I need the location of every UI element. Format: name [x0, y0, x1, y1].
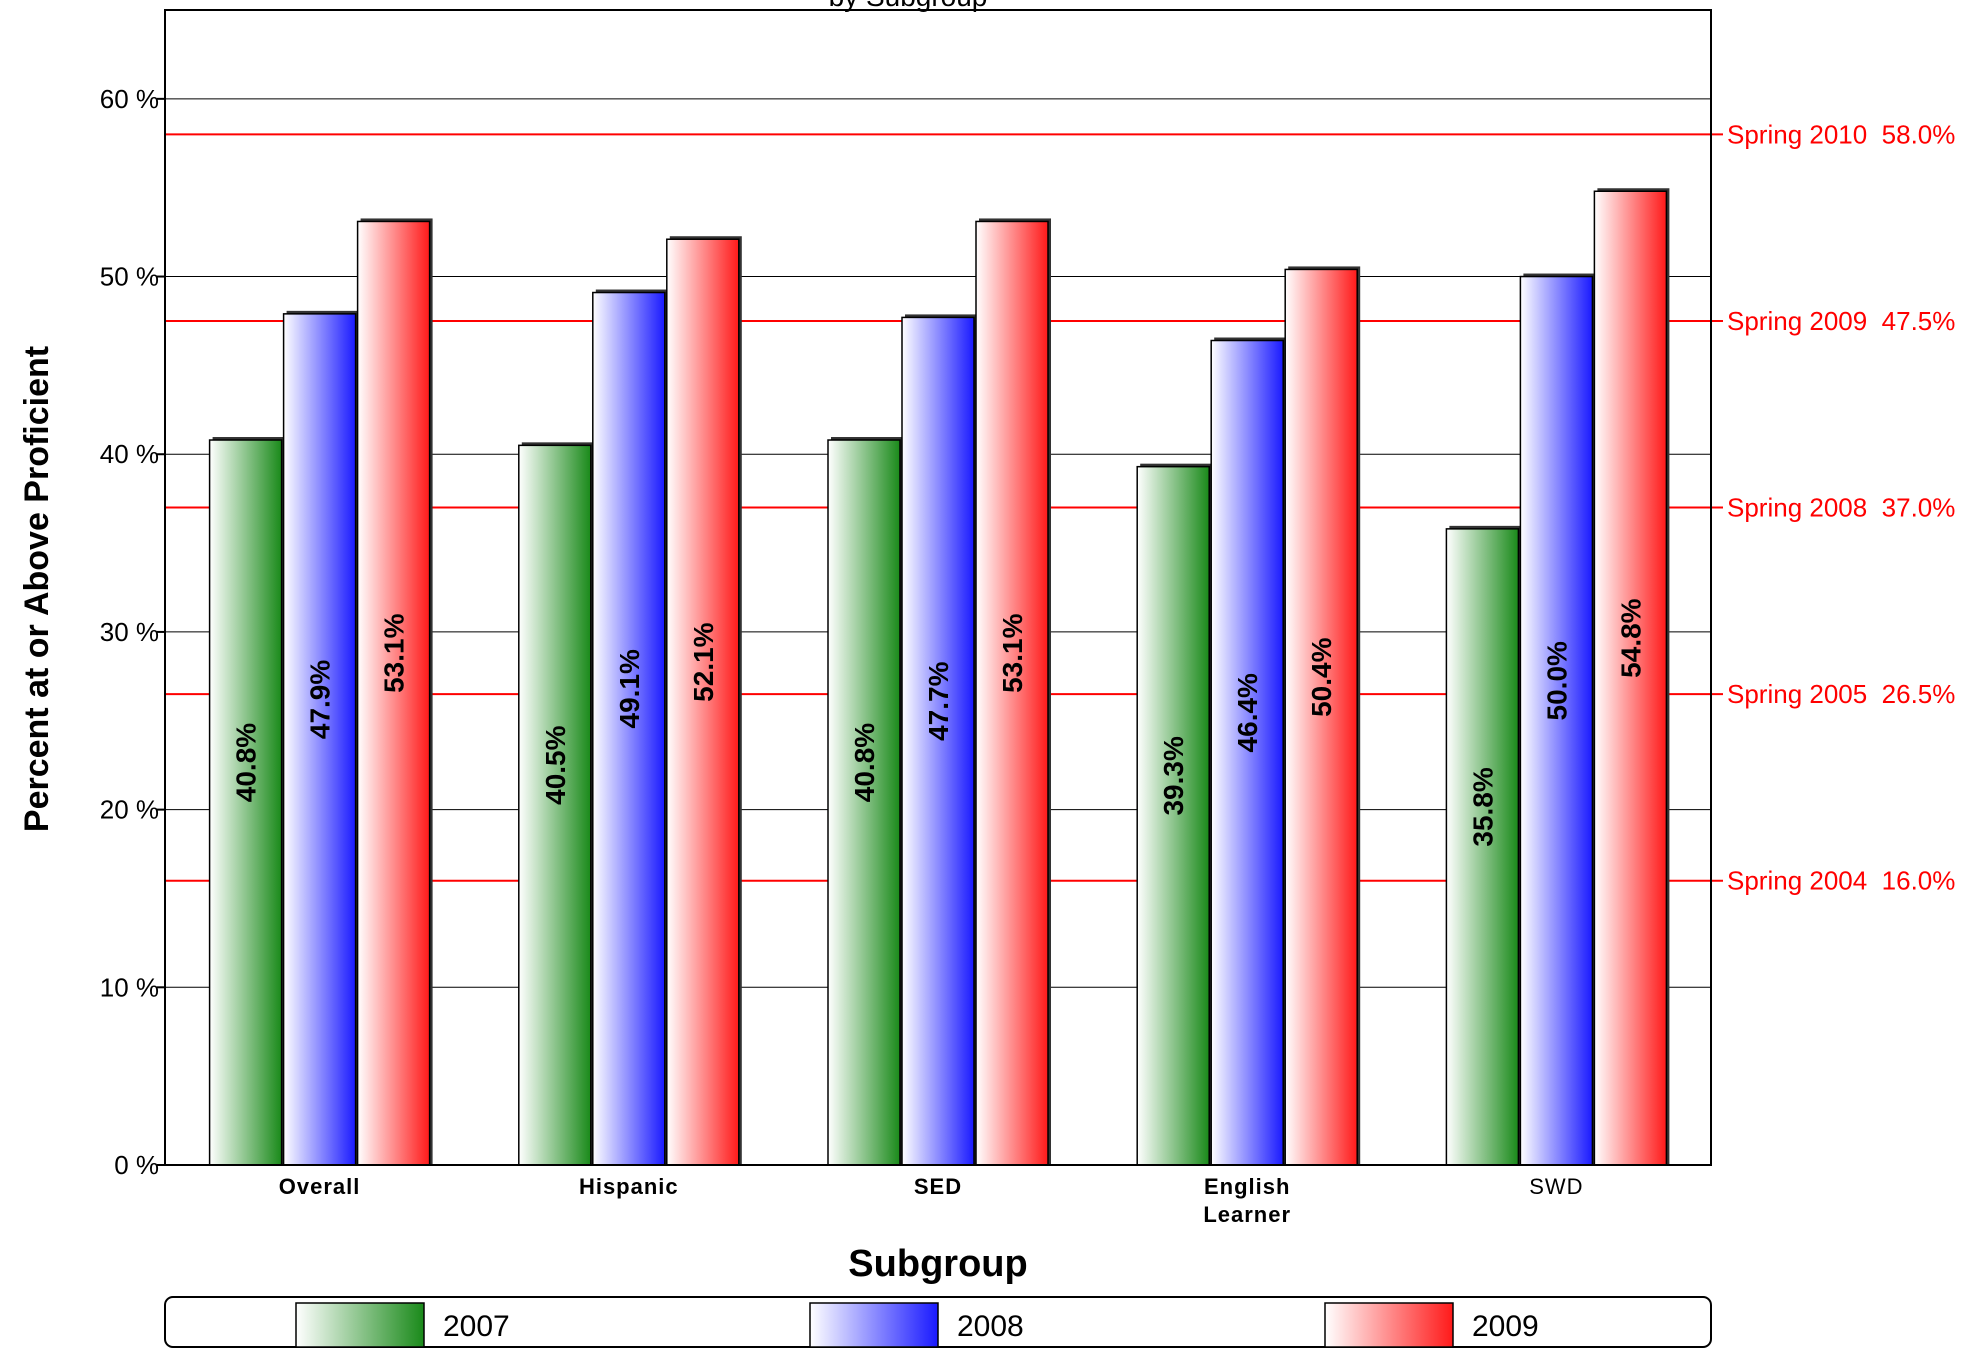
y-tick-label: 20 % — [100, 795, 159, 825]
bar-value-label: 53.1% — [997, 613, 1028, 692]
bar-2009 — [975, 220, 1049, 1166]
x-tick-label: SWD — [1529, 1174, 1583, 1199]
x-axis-title: Subgroup — [848, 1243, 1027, 1285]
bar-value-label: 46.4% — [1232, 673, 1263, 752]
legend-label: 2009 — [1472, 1310, 1539, 1343]
reference-line-label: Spring 2010 58.0% — [1727, 119, 1955, 149]
bar-value-label: 40.8% — [231, 723, 262, 802]
legend-swatch-2008 — [809, 1302, 939, 1348]
y-tick-label: 60 % — [100, 84, 159, 114]
x-tick-label: Overall — [279, 1174, 361, 1199]
bar-value-label: 50.0% — [1541, 641, 1572, 720]
bar-2009 — [1284, 268, 1358, 1166]
bar-2007 — [518, 444, 592, 1166]
y-tick-label: 10 % — [100, 972, 159, 1002]
bar-value-label: 40.5% — [540, 725, 571, 804]
x-axis-ticks: Overall Hispanic SED English Learner SWD — [279, 1174, 1583, 1227]
x-tick-label: Hispanic — [579, 1174, 679, 1199]
legend-items: 2007 2008 2009 — [295, 1302, 1539, 1348]
bar-2007 — [827, 439, 901, 1166]
x-tick-label: SED — [914, 1174, 962, 1199]
y-tick-label: 30 % — [100, 617, 159, 647]
y-tick-label: 0 % — [114, 1150, 159, 1180]
bar-2009 — [1593, 190, 1668, 1166]
bar-value-label: 54.8% — [1615, 598, 1646, 677]
y-axis-ticks: 0 % 10 % 20 % 30 % 40 % 50 % 60 % — [100, 84, 165, 1180]
bar-value-label: 47.9% — [305, 660, 336, 739]
bar-2009 — [356, 220, 431, 1166]
reference-line-label: Spring 2009 47.5% — [1727, 306, 1955, 336]
legend: 2007 2008 2009 — [164, 1296, 1712, 1348]
bar-2008 — [1519, 275, 1594, 1166]
y-axis-title: Percent at or Above Proficient — [18, 346, 56, 832]
bar-value-label: 35.8% — [1467, 767, 1498, 846]
bar-value-label: 49.1% — [614, 649, 645, 728]
bar-value-label: 40.8% — [849, 723, 880, 802]
bar-value-label: 52.1% — [688, 622, 719, 701]
reference-line-label: Spring 2008 37.0% — [1727, 493, 1955, 523]
plot-area-frame — [164, 9, 1712, 1166]
bar-value-label: 47.7% — [923, 661, 954, 740]
legend-label: 2008 — [957, 1310, 1024, 1343]
x-tick-label: Learner — [1203, 1202, 1291, 1227]
legend-swatch-2007 — [295, 1302, 425, 1348]
legend-label: 2007 — [443, 1310, 510, 1343]
x-tick-label: English — [1204, 1174, 1290, 1199]
reference-line-label: Spring 2005 26.5% — [1727, 679, 1955, 709]
legend-swatch-2009 — [1324, 1302, 1454, 1348]
bar-value-label: 53.1% — [379, 613, 410, 692]
bars: 40.8% 47.9% 53.1% 40.5% 49.1% 52.1% 40.8% 47.7%… — [208, 188, 1670, 1166]
reference-line-label: Spring 2004 16.0% — [1727, 866, 1955, 896]
y-tick-label: 40 % — [100, 439, 159, 469]
y-tick-label: 50 % — [100, 262, 159, 292]
bar-2009 — [666, 238, 740, 1166]
bar-2007 — [1445, 528, 1520, 1166]
bar-2008 — [1210, 339, 1284, 1166]
bar-2008 — [592, 291, 666, 1166]
bar-2007 — [1136, 465, 1210, 1166]
bar-value-label: 39.3% — [1158, 736, 1189, 815]
bar-value-label: 50.4% — [1306, 637, 1337, 716]
bar-2008 — [901, 316, 975, 1166]
bar-2008 — [282, 313, 357, 1166]
